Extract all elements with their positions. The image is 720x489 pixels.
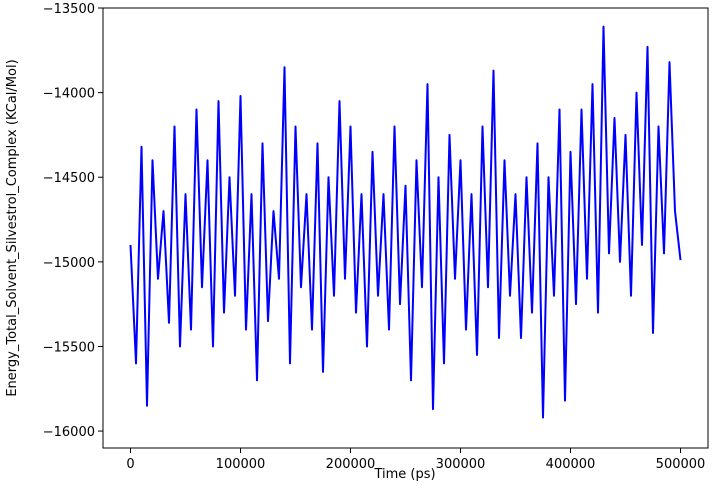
- x-tick-label: 300000: [436, 457, 486, 472]
- y-tick-label: −16000: [43, 425, 95, 440]
- x-tick-label: 500000: [656, 457, 706, 472]
- y-tick-label: −15000: [43, 256, 95, 271]
- x-tick-label: 100000: [216, 457, 266, 472]
- x-tick-label: 400000: [546, 457, 596, 472]
- x-tick-label: 200000: [326, 457, 376, 472]
- x-axis-label: Time (ps): [373, 467, 435, 482]
- y-tick-label: −14500: [43, 171, 95, 186]
- y-axis-label: Energy_Total_Solvent_Silvestrol_Complex …: [5, 59, 20, 396]
- plot-frame: [102, 7, 709, 449]
- y-tick-label: −14000: [43, 87, 95, 102]
- y-tick-label: −15500: [43, 340, 95, 355]
- x-tick-label: 0: [126, 457, 134, 472]
- y-tick-label: −13500: [43, 2, 95, 17]
- data-line: [129, 25, 682, 419]
